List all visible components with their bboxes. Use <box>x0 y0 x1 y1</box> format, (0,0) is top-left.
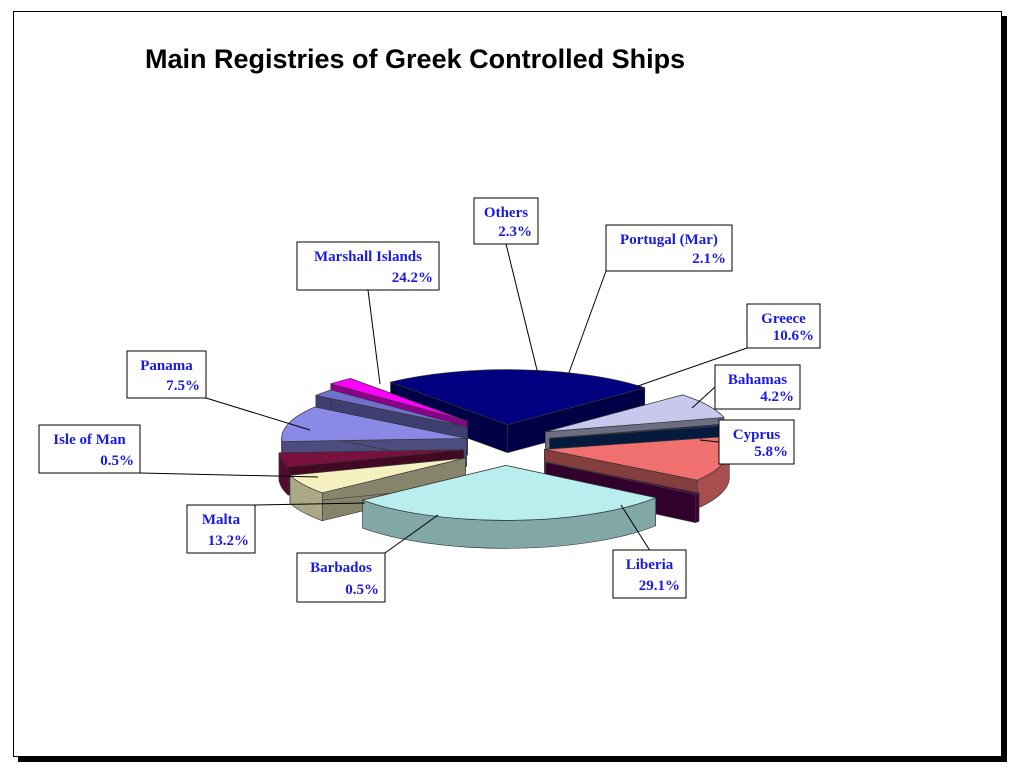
slice-label-greece: Greece <box>761 311 806 327</box>
label-box-portugal-mar <box>605 224 733 272</box>
slice-label-bahamas: Bahamas <box>728 372 787 388</box>
leader-line-cyprus <box>699 439 720 443</box>
slice-top <box>545 394 725 433</box>
slice-value-malta: 13.2% <box>208 533 249 549</box>
label-box-bahamas <box>714 364 801 410</box>
leader-line-barbados <box>384 514 439 554</box>
leader-line-bahamas <box>691 386 716 409</box>
slice-value-marshall-islands: 24.2% <box>392 270 433 286</box>
chart-title: Main Registries of Greek Controlled Ship… <box>145 44 686 74</box>
slice-top <box>289 457 466 494</box>
label-box-marshall-islands <box>296 241 440 291</box>
slice-label-marshall-islands: Marshall Islands <box>314 249 422 265</box>
slice-top <box>278 449 464 468</box>
slice-top <box>545 461 701 495</box>
slice-label-liberia: Liberia <box>626 557 674 573</box>
leader-line-greece <box>634 347 748 388</box>
slice-value-bahamas: 4.2% <box>760 389 794 405</box>
leader-line-portugal-mar <box>566 270 607 379</box>
slice-labels: Liberia29.1%Cyprus5.8%Bahamas4.2%Greece1… <box>38 197 821 603</box>
slice-label-cyprus: Cyprus <box>733 427 781 443</box>
label-box-others <box>473 197 539 245</box>
slice-label-malta: Malta <box>202 512 241 528</box>
slice-label-others: Others <box>484 205 528 221</box>
label-box-greece <box>746 303 821 349</box>
leader-line-liberia <box>620 504 650 551</box>
slice-value-barbados: 0.5% <box>345 582 379 598</box>
slice-value-portugal-mar: 2.1% <box>692 251 726 267</box>
label-box-liberia <box>612 549 687 599</box>
slice-top <box>361 465 657 521</box>
slice-value-others: 2.3% <box>498 224 532 240</box>
slice-top <box>389 369 647 426</box>
slice-label-isle-of-man: Isle of Man <box>53 432 126 448</box>
leader-line-malta <box>254 502 366 506</box>
label-box-isle-of-man <box>38 424 141 474</box>
slice-liberia <box>361 465 657 549</box>
slice-top <box>314 389 468 428</box>
slice-top <box>329 378 468 422</box>
label-box-cyprus <box>718 419 795 465</box>
slice-side <box>695 492 700 524</box>
leader-line-panama <box>205 397 311 431</box>
slice-value-isle-of-man: 0.5% <box>100 453 134 469</box>
slice-value-panama: 7.5% <box>166 378 200 394</box>
slice-value-cyprus: 5.8% <box>754 444 788 460</box>
leader-line-marshall-islands <box>367 289 381 385</box>
slice-label-portugal-mar: Portugal (Mar) <box>620 232 718 248</box>
label-box-malta <box>186 504 256 554</box>
slice-value-greece: 10.6% <box>773 328 814 344</box>
pie-slices <box>278 369 731 549</box>
leader-line-others <box>505 243 539 375</box>
leader-line-isle-of-man <box>139 472 319 478</box>
slice-label-panama: Panama <box>140 358 193 374</box>
slice-value-liberia: 29.1% <box>639 578 680 594</box>
slice-label-barbados: Barbados <box>310 560 372 576</box>
label-box-barbados <box>296 552 386 603</box>
slice-cyprus <box>289 457 466 522</box>
slice-marshall-islands <box>389 369 647 454</box>
label-box-panama <box>126 350 207 399</box>
